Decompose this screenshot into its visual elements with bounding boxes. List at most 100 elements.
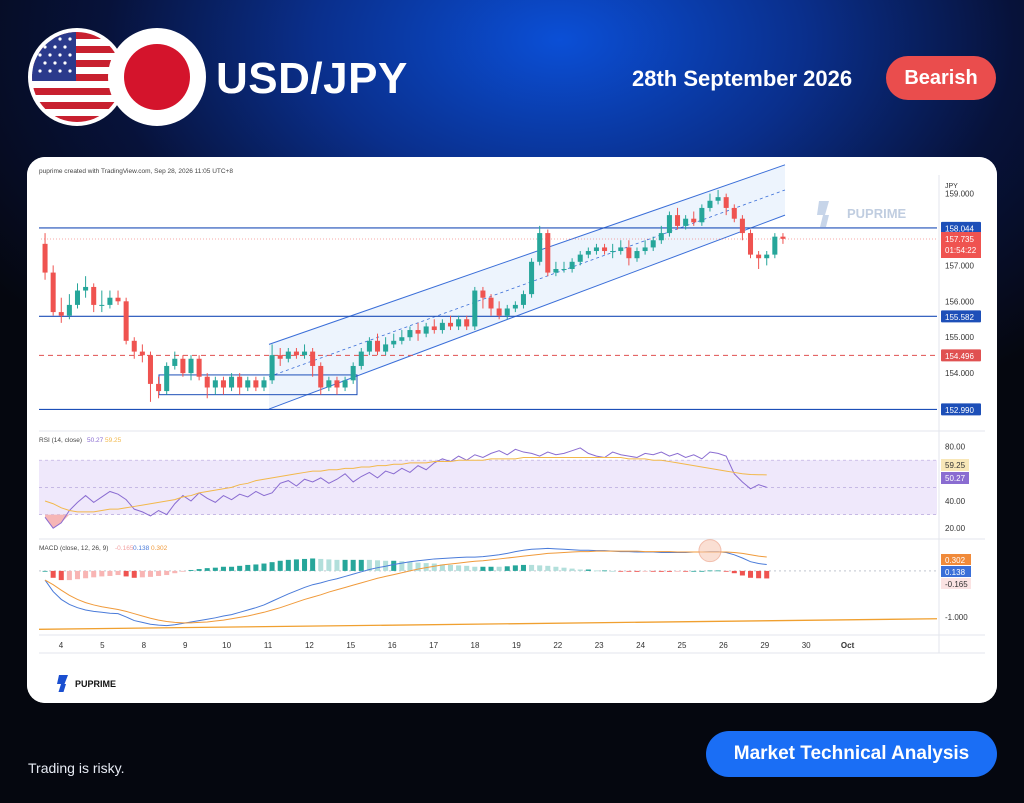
- candle-body: [261, 380, 267, 388]
- last-price-badge: [941, 231, 981, 258]
- macd-histogram-bar: [715, 570, 721, 572]
- macd-histogram-bar: [764, 570, 770, 579]
- candle-body: [156, 383, 162, 392]
- macd-histogram-bar: [626, 570, 632, 572]
- macd-histogram-bar: [675, 570, 681, 572]
- candle-body: [366, 340, 372, 352]
- macd-histogram-bar: [739, 570, 745, 576]
- candle-body: [780, 236, 786, 239]
- macd-histogram-bar: [585, 569, 591, 571]
- rsi-ma-line: [44, 456, 767, 513]
- macd-histogram-bar: [569, 568, 575, 571]
- macd-histogram-bar: [415, 562, 421, 571]
- candle-body: [229, 376, 235, 388]
- macd-histogram-bar: [707, 570, 713, 572]
- candle-body: [431, 326, 437, 331]
- macd-title: MACD (close, 12, 26, 9): [39, 545, 108, 552]
- rsi-tick-label: 40.00: [945, 497, 966, 506]
- puprime-logo: PUPRIME: [57, 675, 116, 692]
- us-flag-icon: [28, 28, 126, 126]
- candle-body: [610, 251, 616, 253]
- candle-body: [180, 358, 186, 374]
- candle-body: [529, 261, 535, 295]
- macd-tick-label: -1.000: [945, 613, 968, 622]
- candle-body: [350, 365, 356, 381]
- candle-body: [318, 365, 324, 388]
- candle-body: [285, 351, 291, 359]
- macd-histogram-bar: [334, 559, 340, 571]
- macd-histogram-bar: [342, 559, 348, 571]
- macd-histogram-bar: [447, 564, 454, 571]
- rsi-value: 50.27: [87, 437, 104, 444]
- price-tick-label: 156.000: [945, 297, 974, 306]
- candle-body: [277, 355, 283, 359]
- candle-body: [642, 247, 648, 252]
- macd-histogram-bar: [180, 570, 186, 572]
- macd-histogram-bar: [472, 566, 478, 571]
- macd-badge-label: -0.165: [945, 580, 968, 589]
- market-technical-analysis-button[interactable]: Market Technical Analysis: [706, 731, 997, 777]
- last-price-label: 157.735: [945, 235, 974, 244]
- x-tick-label: 12: [305, 641, 314, 650]
- macd-histogram-bar: [269, 562, 275, 571]
- macd-histogram-bar: [253, 564, 259, 571]
- x-tick-label: 5: [100, 641, 105, 650]
- macd-histogram-bar: [42, 570, 48, 572]
- candle-body: [172, 358, 178, 366]
- macd-histogram-bar: [366, 559, 372, 571]
- chart-card: puprime created with TradingView.com, Se…: [27, 157, 997, 703]
- chart-attribution: puprime created with TradingView.com, Se…: [39, 168, 233, 175]
- candle-body: [374, 340, 381, 352]
- macd-histogram-bar: [496, 566, 502, 571]
- price-tick-label: 157.000: [945, 261, 974, 270]
- candle-body: [447, 322, 454, 327]
- macd-histogram-bar: [610, 570, 616, 572]
- candle-body: [650, 240, 656, 248]
- macd-histogram-bar: [91, 570, 97, 578]
- macd-histogram-bar: [488, 566, 494, 571]
- macd-histogram-bar: [529, 564, 535, 571]
- macd-histogram-bar: [756, 570, 762, 579]
- candle-body: [707, 200, 713, 208]
- macd-histogram-bar: [593, 570, 599, 572]
- macd-histogram-bar: [358, 559, 364, 571]
- channel-mid-line: [268, 189, 786, 378]
- price-tick-label: 155.000: [945, 333, 974, 342]
- macd-histogram-bar: [391, 560, 397, 571]
- sentiment-badge: Bearish: [886, 56, 996, 100]
- rsi-oversold-fill: [45, 514, 78, 529]
- macd-histogram-bar: [172, 570, 178, 574]
- candle-body: [561, 268, 567, 270]
- macd-histogram-bar: [83, 570, 89, 579]
- macd-histogram-bar: [407, 561, 413, 571]
- candle-body: [139, 351, 145, 356]
- level-badge-label: 158.044: [945, 224, 974, 233]
- candle-body: [334, 380, 340, 388]
- x-tick-label: 4: [59, 641, 64, 650]
- rsi-badge: [941, 472, 969, 484]
- candle-body: [74, 290, 81, 305]
- candle-body: [715, 197, 721, 201]
- countdown-label: 01:54:22: [945, 246, 977, 255]
- macd-histogram-bar: [512, 565, 518, 571]
- macd-histogram-bar: [464, 565, 470, 571]
- candle-body: [310, 351, 316, 366]
- macd-badge: [941, 554, 971, 565]
- x-tick-label: 18: [471, 641, 480, 650]
- candle-body: [747, 233, 754, 255]
- macd-histogram-bar: [229, 566, 235, 571]
- candle-body: [407, 330, 413, 338]
- candle-body: [391, 340, 397, 345]
- macd-histogram-bar: [423, 563, 429, 571]
- candle-body: [253, 380, 259, 388]
- candle-body: [756, 254, 762, 259]
- macd-histogram-bar: [50, 570, 56, 578]
- macd-histogram-bar: [577, 569, 583, 571]
- macd-histogram-bar: [131, 570, 137, 578]
- macd-histogram-bar: [480, 566, 486, 571]
- macd-histogram-bar: [188, 569, 194, 571]
- candle-body: [123, 301, 129, 341]
- candle-body: [602, 247, 608, 252]
- candle-body: [66, 304, 72, 316]
- macd-histogram-bar: [318, 558, 324, 571]
